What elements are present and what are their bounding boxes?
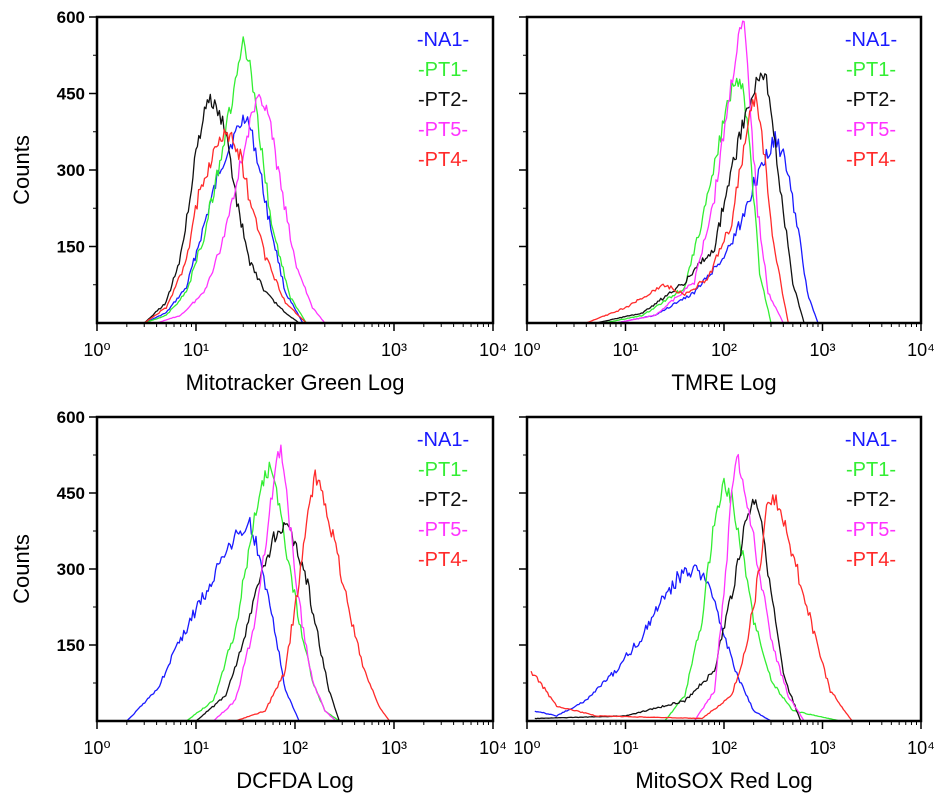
series-line-pt4 xyxy=(586,92,789,324)
x-tick-label: 10³ xyxy=(809,340,835,360)
series-line-pt5 xyxy=(693,453,805,722)
x-tick-label: 10¹ xyxy=(183,340,209,360)
legend-label-pt4: -PT4- xyxy=(418,549,468,571)
y-tick-label: 450 xyxy=(57,85,85,104)
series-line-na1 xyxy=(143,114,304,324)
series-line-na1 xyxy=(534,564,772,722)
chart-panel-top-left: 10⁰ 10¹ 10² 10³ 10⁴ 150 300 450 600 Mitotracker G… xyxy=(9,8,507,395)
legend-label-pt1: -PT1- xyxy=(418,459,468,481)
legend-label-pt2: -PT2- xyxy=(846,89,896,111)
y-axis-label: Counts xyxy=(9,534,34,604)
series-line-pt4 xyxy=(530,494,853,722)
x-axis-label: DCFDA Log xyxy=(236,768,353,793)
x-axis-label: Mitotracker Green Log xyxy=(186,370,405,395)
legend-label-na1: -NA1- xyxy=(417,429,469,451)
x-tick-label: 10¹ xyxy=(612,738,638,758)
series-line-pt2 xyxy=(534,498,802,722)
y-tick-label: 600 xyxy=(57,8,85,27)
series-line-pt4 xyxy=(235,469,391,722)
x-tick-label: 10⁴ xyxy=(479,738,507,758)
legend-label-pt2: -PT2- xyxy=(418,89,468,111)
y-axis-label: Counts xyxy=(9,135,34,205)
x-tick-label: 10⁰ xyxy=(513,340,540,360)
x-tick-label: 10⁴ xyxy=(479,340,507,360)
x-tick-label: 10⁴ xyxy=(907,340,935,360)
series-line-pt5 xyxy=(212,444,337,722)
y-tick-label: 600 xyxy=(57,408,85,427)
series-line-pt5 xyxy=(156,93,326,324)
x-tick-label: 10¹ xyxy=(183,738,209,758)
x-tick-label: 10² xyxy=(711,738,737,758)
y-tick-label: 300 xyxy=(57,560,85,579)
legend-label-pt1: -PT1- xyxy=(846,459,896,481)
series-line-na1 xyxy=(126,516,300,722)
chart-panel-bottom-left: 10⁰ 10¹ 10² 10³ 10⁴ 150 300 450 600 DCFDA Log Coun… xyxy=(9,408,507,793)
series-line-na1 xyxy=(615,130,819,324)
legend-label-pt1: -PT1- xyxy=(846,59,896,81)
legend-label-na1: -NA1- xyxy=(417,29,469,51)
x-tick-label: 10⁰ xyxy=(83,340,110,360)
legend-label-na1: -NA1- xyxy=(845,429,897,451)
y-tick-label: 150 xyxy=(57,636,85,655)
legend-label-pt5: -PT5- xyxy=(418,519,468,541)
x-tick-label: 10² xyxy=(711,340,737,360)
legend-label-pt4: -PT4- xyxy=(418,149,468,171)
legend-label-pt5: -PT5- xyxy=(418,119,468,141)
legend-label-pt2: -PT2- xyxy=(846,489,896,511)
x-tick-label: 10³ xyxy=(809,738,835,758)
series-line-pt1 xyxy=(143,36,307,324)
legend-label-pt1: -PT1- xyxy=(418,59,468,81)
x-tick-label: 10⁰ xyxy=(513,738,540,758)
x-tick-label: 10⁰ xyxy=(83,738,110,758)
series-line-pt1 xyxy=(186,461,340,722)
legend-label-pt2: -PT2- xyxy=(418,489,468,511)
x-tick-label: 10² xyxy=(282,340,308,360)
series-line-pt5 xyxy=(615,20,784,324)
legend-label-pt5: -PT5- xyxy=(846,519,896,541)
series-line-pt2 xyxy=(195,521,340,722)
series-line-pt2 xyxy=(143,93,300,324)
series-line-pt1 xyxy=(664,477,840,722)
legend-label-pt4: -PT4- xyxy=(846,149,896,171)
series-line-pt4 xyxy=(143,128,307,324)
y-tick-label: 450 xyxy=(57,484,85,503)
y-tick-label: 150 xyxy=(57,238,85,257)
x-tick-label: 10³ xyxy=(381,340,407,360)
x-axis-label: MitoSOX Red Log xyxy=(635,768,812,793)
y-tick-label: 300 xyxy=(57,161,85,180)
legend-label-pt5: -PT5- xyxy=(846,119,896,141)
chart-panel-top-right: 10⁰ 10¹ 10² 10³ 10⁴ TMRE Log -NA1- -PT1- -PT2- -P… xyxy=(513,15,935,395)
series-line-pt2 xyxy=(595,72,805,324)
x-tick-label: 10² xyxy=(282,738,308,758)
x-tick-label: 10⁴ xyxy=(907,738,935,758)
chart-panel-bottom-right: 10⁰ 10¹ 10² 10³ 10⁴ MitoSOX Red Log -NA1- -PT1-… xyxy=(513,415,935,793)
x-axis-label: TMRE Log xyxy=(671,370,776,395)
legend-label-pt4: -PT4- xyxy=(846,549,896,571)
x-tick-label: 10³ xyxy=(381,738,407,758)
legend-label-na1: -NA1- xyxy=(845,29,897,51)
x-tick-label: 10¹ xyxy=(612,340,638,360)
